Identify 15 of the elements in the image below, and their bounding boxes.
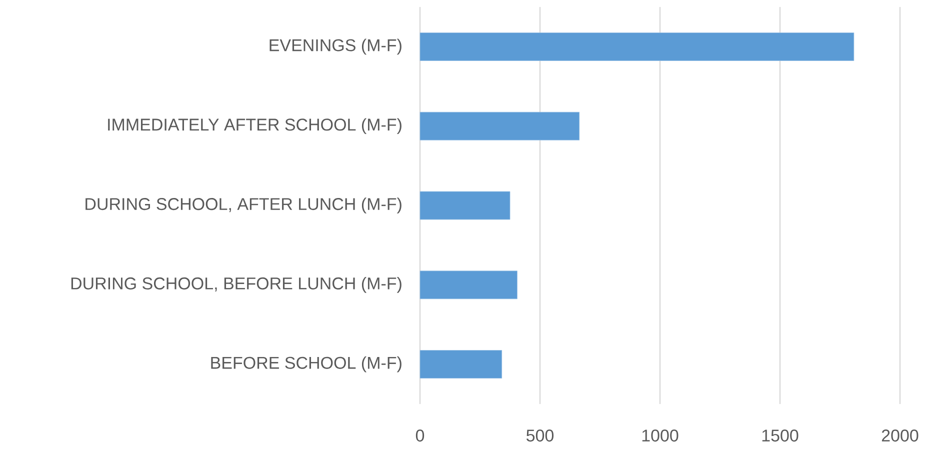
x-tick-label: 2000 bbox=[882, 430, 918, 442]
y-tick-label: IMMEDIATELY AFTER SCHOOL (M-F) bbox=[108, 118, 402, 134]
x-tick-label: 500 bbox=[526, 430, 554, 442]
y-tick-label: BEFORE SCHOOL (M-F) bbox=[211, 356, 402, 372]
bar bbox=[420, 350, 502, 379]
x-tick-label: 1500 bbox=[762, 430, 798, 442]
y-tick-label: DURING SCHOOL, BEFORE LUNCH (M-F) bbox=[71, 276, 402, 293]
y-tick-label: DURING SCHOOL, AFTER LUNCH (M-F) bbox=[86, 198, 402, 214]
bar bbox=[420, 191, 510, 220]
x-tick-label: 1000 bbox=[642, 430, 678, 442]
x-tick-label: 0 bbox=[416, 430, 424, 442]
bar bbox=[420, 32, 854, 61]
bar bbox=[420, 270, 518, 300]
y-tick-label: EVENINGS (M-F) bbox=[270, 38, 402, 55]
bar bbox=[420, 112, 580, 140]
